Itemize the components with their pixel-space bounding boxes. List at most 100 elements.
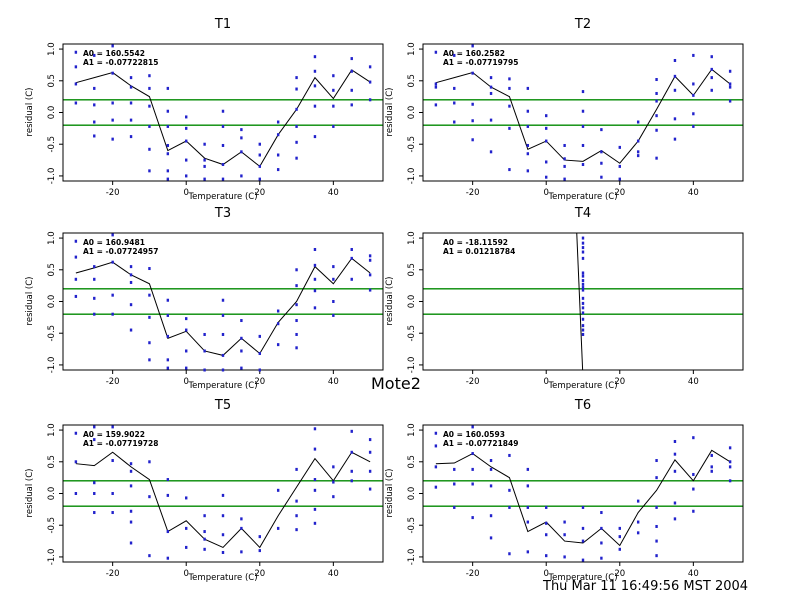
data-point [636, 150, 640, 154]
data-point [508, 104, 511, 108]
data-point [471, 467, 474, 471]
data-point [350, 69, 353, 73]
data-point [368, 288, 372, 292]
data-point [581, 271, 585, 275]
data-point [600, 526, 603, 530]
data-point [710, 88, 713, 92]
data-point [545, 554, 548, 558]
data-point [350, 247, 353, 251]
data-point [508, 126, 511, 130]
data-point [185, 174, 188, 178]
data-point [313, 447, 317, 451]
data-point [185, 139, 188, 143]
data-point [166, 313, 170, 317]
data-point [148, 169, 151, 173]
data-point [673, 137, 677, 141]
data-point [129, 469, 133, 473]
data-point [710, 55, 713, 59]
data-point [203, 514, 206, 518]
data-point [489, 85, 493, 89]
y-tick-label: 1.0 [407, 423, 417, 437]
data-point [221, 493, 225, 497]
data-point [368, 98, 372, 102]
x-tick-label: -20 [106, 188, 120, 198]
data-point [581, 246, 585, 250]
y-tick-label: -1.0 [47, 357, 57, 374]
annotation-a1: A1 = -0.07719795 [443, 58, 518, 67]
x-tick-label: 40 [328, 188, 339, 198]
data-point [350, 57, 353, 61]
y-tick-label: -0.5 [407, 517, 417, 534]
data-point [434, 50, 438, 54]
annotation-a0: A0 = 160.0593 [443, 430, 505, 439]
data-point [166, 334, 170, 338]
data-point [563, 177, 566, 181]
data-point [655, 156, 658, 160]
annotation-a0: A0 = 159.9022 [83, 430, 145, 439]
annotation-a1: A1 = 0.01218784 [443, 247, 515, 256]
plot-title: T2 [574, 17, 591, 32]
data-point [129, 509, 133, 513]
x-tick-label: 20 [614, 569, 625, 579]
data-point [728, 465, 732, 469]
data-point [581, 286, 585, 290]
data-point [258, 177, 261, 181]
data-point [673, 58, 677, 62]
data-point [368, 487, 372, 491]
data-point [471, 482, 474, 486]
data-point [581, 250, 585, 254]
y-tick-label: 1.0 [407, 42, 417, 56]
data-point [526, 86, 530, 90]
y-axis-label: residual (C) [385, 88, 395, 137]
data-point [148, 495, 151, 499]
data-point [453, 101, 456, 105]
data-point [673, 88, 677, 92]
plot-title: T6 [574, 398, 591, 413]
data-point [295, 87, 298, 91]
data-point [434, 465, 438, 469]
data-point [221, 550, 225, 554]
y-tick-label: 0.5 [47, 455, 57, 469]
annotation-a0: A0 = 160.9481 [83, 238, 145, 247]
fit-line [435, 449, 731, 547]
data-point [258, 368, 261, 372]
data-point [636, 499, 640, 503]
data-point [313, 427, 317, 431]
data-point [276, 322, 280, 326]
data-point [489, 91, 493, 95]
data-point [111, 511, 114, 515]
data-point [258, 549, 261, 553]
data-point [240, 174, 243, 178]
x-tick-label: 0 [544, 377, 549, 387]
data-point [581, 288, 585, 292]
data-point [313, 55, 317, 59]
data-point [74, 50, 78, 54]
data-point [93, 492, 96, 495]
annotation-a0: A0 = 160.2582 [443, 49, 505, 58]
data-point [185, 526, 188, 530]
data-point [508, 552, 511, 556]
data-point [295, 528, 298, 532]
data-point [166, 358, 170, 362]
data-point [332, 313, 335, 317]
data-point [453, 53, 456, 57]
data-point [148, 341, 151, 345]
data-point [332, 74, 335, 78]
data-point [332, 124, 335, 128]
y-tick-label: 1.0 [47, 42, 57, 56]
data-point [166, 109, 170, 113]
data-point [508, 168, 511, 172]
data-point [350, 450, 353, 454]
data-point [313, 488, 317, 492]
data-point [74, 277, 78, 281]
data-point [600, 161, 603, 165]
data-point [655, 476, 658, 480]
data-point [148, 293, 151, 297]
data-point [728, 460, 732, 464]
data-point [185, 496, 188, 500]
data-point [240, 128, 243, 132]
x-tick-label: 0 [184, 569, 189, 579]
data-point [93, 53, 96, 57]
data-point [185, 545, 188, 549]
y-tick-label: -0.5 [47, 517, 57, 534]
